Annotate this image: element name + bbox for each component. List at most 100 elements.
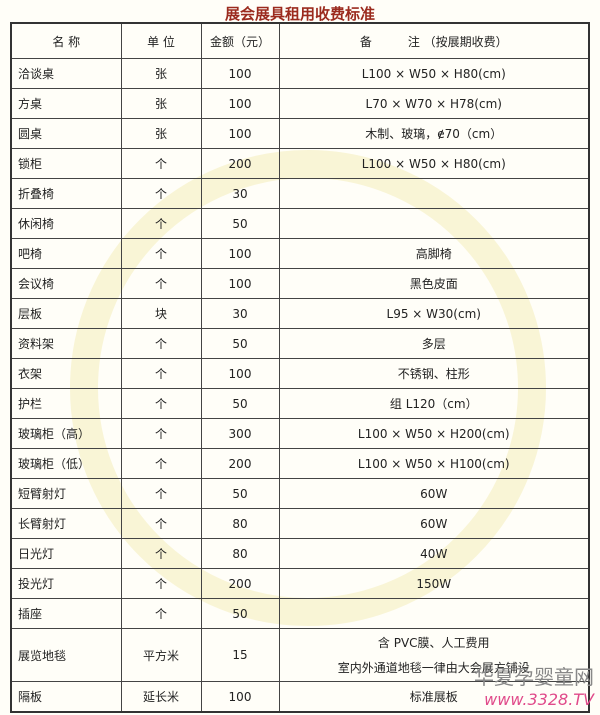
cell-note: 组 L120（cm）	[278, 388, 590, 419]
cell-unit: 个	[120, 208, 202, 239]
cell-unit: 张	[120, 118, 202, 149]
cell-name: 玻璃柜（高）	[10, 418, 122, 449]
cell-unit: 个	[120, 448, 202, 479]
cell-price: 100	[200, 268, 280, 299]
table-row: 衣架个 100 不锈钢、柱形	[10, 358, 590, 389]
cell-note: 150W	[278, 568, 590, 599]
note-line: 室内外通道地毯一律由大会展方铺设	[337, 661, 530, 675]
table-row: 隔板 延长米 100 标准展板	[10, 681, 590, 713]
header-price: 金额（元）	[200, 22, 280, 59]
cell-unit: 张	[120, 58, 202, 89]
cell-name: 洽谈桌	[10, 58, 122, 89]
cell-note: 木制、玻璃，ɇ70（cm）	[278, 118, 590, 149]
table-row: 护栏个 50 组 L120（cm）	[10, 388, 590, 419]
cell-name: 会议椅	[10, 268, 122, 299]
cell-note: 不锈钢、柱形	[278, 358, 590, 389]
cell-note: L100 × W50 × H80(cm)	[278, 148, 590, 179]
table-row: 展览地毯 平方米 15 含 PVC膜、人工费用 室内外通道地毯一律由大会展方铺设	[10, 628, 590, 682]
table-row: 方桌张 100 L70 × W70 × H78(cm)	[10, 88, 590, 119]
cell-price: 100	[200, 681, 280, 713]
cell-name: 短臂射灯	[10, 478, 122, 509]
cell-name: 资料架	[10, 328, 122, 359]
cell-price: 100	[200, 358, 280, 389]
cell-name: 插座	[10, 598, 122, 629]
table-row: 插座个 50	[10, 598, 590, 629]
cell-unit: 个	[120, 178, 202, 209]
cell-unit: 个	[120, 268, 202, 299]
cell-price: 200	[200, 448, 280, 479]
logo-url: www.3328.TV	[484, 690, 594, 709]
cell-name: 休闲椅	[10, 208, 122, 239]
header-name: 名 称	[10, 22, 122, 59]
cell-name: 投光灯	[10, 568, 122, 599]
cell-unit: 个	[120, 538, 202, 569]
cell-price: 100	[200, 238, 280, 269]
cell-price: 200	[200, 568, 280, 599]
note-line: 含 PVC膜、人工费用	[377, 636, 490, 650]
cell-name: 折叠椅	[10, 178, 122, 209]
cell-note: 高脚椅	[278, 238, 590, 269]
table-row: 锁柜个 200 L100 × W50 × H80(cm)	[10, 148, 590, 179]
cell-unit: 平方米	[120, 628, 202, 682]
cell-unit: 个	[120, 388, 202, 419]
table-row: 吧椅个 100 高脚椅	[10, 238, 590, 269]
cell-name: 锁柜	[10, 148, 122, 179]
table-row: 玻璃柜（低）个 200 L100 × W50 × H100(cm)	[10, 448, 590, 479]
cell-name: 层板	[10, 298, 122, 329]
table-row: 日光灯个 80 40W	[10, 538, 590, 569]
cell-price: 30	[200, 298, 280, 329]
table-row: 层板块 30 L95 × W30(cm)	[10, 298, 590, 329]
cell-price: 200	[200, 148, 280, 179]
cell-note	[278, 598, 590, 629]
cell-note: L100 × W50 × H80(cm)	[278, 58, 590, 89]
cell-unit: 张	[120, 88, 202, 119]
cell-note: 黑色皮面	[278, 268, 590, 299]
header-note: 备 注 （按展期收费）	[278, 22, 590, 59]
cell-name: 长臂射灯	[10, 508, 122, 539]
site-watermark-logo: 华夏孕婴童网 www.3328.TV	[474, 661, 594, 709]
cell-note: L70 × W70 × H78(cm)	[278, 88, 590, 119]
cell-unit: 个	[120, 478, 202, 509]
cell-price: 100	[200, 118, 280, 149]
table-row: 折叠椅个 30	[10, 178, 590, 209]
table-row: 投光灯个 200 150W	[10, 568, 590, 599]
cell-unit: 个	[120, 598, 202, 629]
cell-price: 50	[200, 478, 280, 509]
cell-note	[278, 178, 590, 209]
cell-note: 60W	[278, 478, 590, 509]
table-header: 名 称 单 位 金额（元） 备 注 （按展期收费）	[10, 22, 590, 59]
cell-note: 含 PVC膜、人工费用室内外通道地毯一律由大会展方铺设	[278, 628, 590, 682]
cell-note: 60W	[278, 508, 590, 539]
cell-unit: 个	[120, 418, 202, 449]
table-row: 会议椅个 100 黑色皮面	[10, 268, 590, 299]
table-row: 休闲椅个 50	[10, 208, 590, 239]
pricing-table: 名 称 单 位 金额（元） 备 注 （按展期收费） 洽谈桌张 100 L100 × …	[10, 22, 590, 713]
cell-name: 隔板	[10, 681, 122, 713]
cell-name: 日光灯	[10, 538, 122, 569]
cell-unit: 个	[120, 508, 202, 539]
cell-unit: 个	[120, 568, 202, 599]
table-row: 长臂射灯个 80 60W	[10, 508, 590, 539]
table-row: 资料架个 50 多层	[10, 328, 590, 359]
page-title: 展会展具租用收费标准	[224, 5, 375, 23]
cell-note: L100 × W50 × H100(cm)	[278, 448, 590, 479]
cell-note	[278, 208, 590, 239]
cell-price: 100	[200, 88, 280, 119]
cell-price: 30	[200, 178, 280, 209]
cell-note: L95 × W30(cm)	[278, 298, 590, 329]
cell-note: 40W	[278, 538, 590, 569]
logo-text: 华夏孕婴童网	[474, 665, 594, 689]
cell-unit: 个	[120, 328, 202, 359]
cell-name: 衣架	[10, 358, 122, 389]
cell-price: 15	[200, 628, 280, 682]
cell-name: 方桌	[10, 88, 122, 119]
cell-note: L100 × W50 × H200(cm)	[278, 418, 590, 449]
cell-price: 80	[200, 508, 280, 539]
cell-price: 300	[200, 418, 280, 449]
cell-note: 多层	[278, 328, 590, 359]
table-row: 短臂射灯个 50 60W	[10, 478, 590, 509]
cell-name: 玻璃柜（低）	[10, 448, 122, 479]
table-row: 圆桌张 100 木制、玻璃，ɇ70（cm）	[10, 118, 590, 149]
cell-note: 标准展板	[278, 681, 590, 713]
